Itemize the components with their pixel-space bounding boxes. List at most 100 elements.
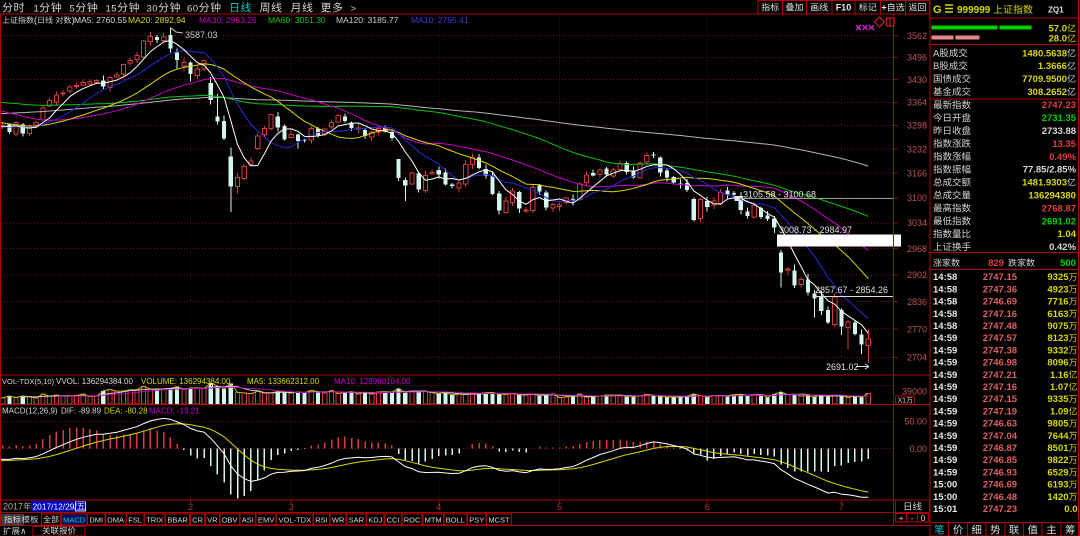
svg-text:14:59: 14:59 — [933, 382, 957, 393]
svg-text:0.49%: 0.49% — [1049, 152, 1076, 163]
svg-text:3232: 3232 — [907, 144, 927, 154]
svg-text:8501: 8501 — [1047, 443, 1069, 454]
svg-text:28.0: 28.0 — [1049, 34, 1068, 45]
svg-text:14:59: 14:59 — [933, 431, 957, 442]
svg-text:14:58: 14:58 — [933, 297, 957, 308]
svg-text:2768.87: 2768.87 — [1042, 203, 1076, 214]
svg-text:3034: 3034 — [907, 218, 927, 228]
svg-text:2747.23: 2747.23 — [983, 504, 1017, 515]
svg-text:0.0: 0.0 — [1064, 504, 1077, 515]
svg-text:0: 0 — [921, 514, 926, 523]
svg-text:2747.15: 2747.15 — [983, 394, 1018, 405]
svg-text:2770: 2770 — [907, 325, 927, 335]
svg-text:14:58: 14:58 — [933, 272, 957, 283]
svg-text:14:59: 14:59 — [933, 419, 957, 430]
svg-text:57.0: 57.0 — [1049, 24, 1068, 35]
svg-text:3587.03: 3587.03 — [185, 30, 218, 40]
svg-text:9335: 9335 — [1047, 394, 1069, 405]
svg-text:2731.35: 2731.35 — [1042, 113, 1077, 124]
svg-text:3496: 3496 — [907, 53, 927, 63]
svg-text:MA5: 2760.55: MA5: 2760.55 — [74, 15, 127, 25]
svg-text:SAR: SAR — [349, 515, 365, 524]
svg-text:+: + — [899, 514, 904, 523]
svg-text:0.00: 0.00 — [910, 444, 928, 454]
svg-text:MACD(12,26,9): MACD(12,26,9) — [2, 407, 58, 416]
svg-text:2704: 2704 — [907, 353, 927, 363]
svg-text:14:59: 14:59 — [933, 406, 957, 417]
svg-text:KDJ: KDJ — [368, 515, 382, 524]
svg-text:14:59: 14:59 — [933, 467, 957, 478]
svg-text:1.09: 1.09 — [1050, 406, 1069, 417]
svg-text:14:59: 14:59 — [933, 358, 957, 369]
svg-text:3: 3 — [289, 502, 294, 512]
svg-text:2747.21: 2747.21 — [983, 370, 1018, 381]
svg-text:ZQ1: ZQ1 — [1048, 6, 1064, 15]
svg-text:2747.04: 2747.04 — [983, 431, 1018, 442]
svg-text:9325: 9325 — [1047, 272, 1069, 283]
svg-text:BOLL: BOLL — [446, 515, 465, 524]
svg-text:2746.69: 2746.69 — [983, 480, 1017, 491]
svg-text:+: + — [881, 3, 886, 13]
svg-text:MTM: MTM — [425, 515, 442, 524]
svg-text:3100: 3100 — [907, 193, 927, 203]
svg-text:1481.9303: 1481.9303 — [1022, 178, 1067, 189]
svg-text:1480.5638: 1480.5638 — [1022, 48, 1067, 59]
svg-text:14:59: 14:59 — [933, 443, 957, 454]
svg-text:WR: WR — [332, 515, 345, 524]
svg-text:3008.73 - 2984.97: 3008.73 - 2984.97 — [779, 225, 852, 235]
svg-text:MA10: 128960104.00: MA10: 128960104.00 — [334, 377, 411, 386]
svg-text:2902: 2902 — [907, 270, 927, 280]
svg-text:VVOL: 136294384.00: VVOL: 136294384.00 — [56, 377, 134, 386]
svg-text:MACD: MACD — [63, 515, 86, 524]
svg-text:2: 2 — [188, 502, 193, 512]
svg-text:PSY: PSY — [469, 515, 484, 524]
svg-text:MACD: -19.21: MACD: -19.21 — [149, 407, 200, 416]
svg-text:999999: 999999 — [957, 5, 991, 16]
svg-text:MA120: 3185.77: MA120: 3185.77 — [336, 15, 399, 25]
svg-text:2733.88: 2733.88 — [1042, 126, 1076, 137]
svg-text:B: B — [933, 61, 939, 72]
svg-text:A: A — [933, 48, 940, 59]
svg-text:2017/12/29/: 2017/12/29/ — [33, 501, 78, 511]
svg-text:500: 500 — [1060, 258, 1076, 269]
svg-text:14:59: 14:59 — [933, 455, 957, 466]
svg-text:9805: 9805 — [1047, 419, 1069, 430]
svg-text:2691.02: 2691.02 — [1042, 216, 1076, 227]
svg-text:15:01: 15:01 — [933, 504, 958, 515]
svg-text:>: > — [351, 4, 357, 15]
svg-text:2747.48: 2747.48 — [983, 321, 1017, 332]
svg-text:13.35: 13.35 — [1052, 139, 1076, 150]
svg-text:2747.15: 2747.15 — [983, 272, 1018, 283]
svg-text:1.3666: 1.3666 — [1038, 61, 1067, 72]
svg-text:7716: 7716 — [1047, 297, 1068, 308]
svg-text:1.04: 1.04 — [1058, 229, 1077, 240]
svg-text:136294380: 136294380 — [1028, 191, 1076, 202]
svg-text:2747.19: 2747.19 — [983, 406, 1017, 417]
svg-text:2747.36: 2747.36 — [983, 284, 1017, 295]
svg-text:1.16: 1.16 — [1050, 370, 1069, 381]
svg-text:2746.63: 2746.63 — [983, 419, 1017, 430]
svg-text:1: 1 — [34, 4, 40, 15]
svg-text:VR: VR — [207, 515, 218, 524]
svg-text:6163: 6163 — [1047, 309, 1068, 320]
svg-text:MCST: MCST — [488, 515, 510, 524]
svg-text:7709.9500: 7709.9500 — [1022, 74, 1067, 85]
svg-text:VOLUME: 136294384.00: VOLUME: 136294384.00 — [141, 377, 231, 386]
svg-text:RSI: RSI — [315, 515, 328, 524]
svg-text:7: 7 — [839, 502, 844, 512]
svg-text:1.07: 1.07 — [1050, 382, 1069, 393]
svg-text:2857.67 - 2854.26: 2857.67 - 2854.26 — [815, 285, 888, 295]
svg-text:3166: 3166 — [907, 169, 927, 179]
svg-text:15: 15 — [106, 4, 118, 15]
svg-text:60: 60 — [187, 4, 199, 15]
svg-text:ROC: ROC — [404, 515, 421, 524]
svg-text:15:00: 15:00 — [933, 480, 957, 491]
svg-text:9075: 9075 — [1047, 321, 1069, 332]
svg-text:14:58: 14:58 — [933, 321, 957, 332]
svg-text:MA10: 2795.41: MA10: 2795.41 — [411, 15, 469, 25]
svg-text:829: 829 — [988, 258, 1004, 269]
svg-text:14:58: 14:58 — [933, 284, 957, 295]
svg-text:2746.48: 2746.48 — [983, 492, 1017, 503]
svg-text:2017: 2017 — [3, 502, 23, 512]
svg-text:): ) — [72, 15, 75, 25]
